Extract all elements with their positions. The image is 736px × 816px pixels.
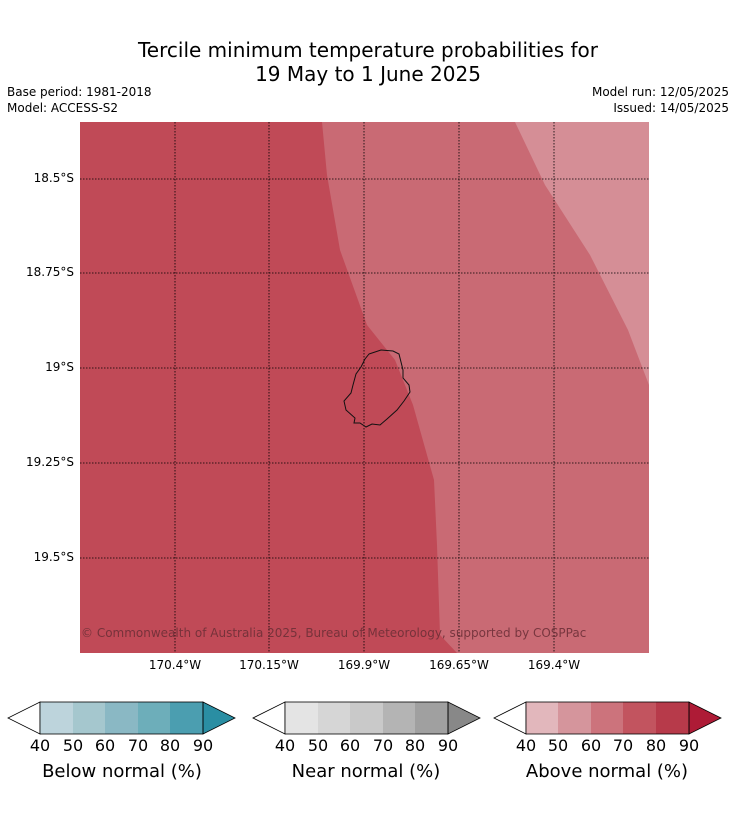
- colorbar-tick: 80: [645, 736, 667, 755]
- lat-label-18-5: 18.5°S: [33, 171, 74, 185]
- meta-left: Base period: 1981-2018 Model: ACCESS-S2: [7, 84, 152, 116]
- lon-label-169-9: 169.9°W: [337, 658, 391, 672]
- lon-label-170-15: 170.15°W: [239, 658, 299, 672]
- colorbar-above-bin: [558, 702, 591, 734]
- island-coastline: [343, 349, 411, 428]
- colorbar-tick: 70: [372, 736, 394, 755]
- title-line-2: 19 May to 1 June 2025: [255, 62, 481, 86]
- colorbar-tick: 50: [307, 736, 329, 755]
- colorbar-near: [252, 701, 481, 735]
- lon-label-169-4: 169.4°W: [527, 658, 581, 672]
- colorbar-tick: 60: [94, 736, 116, 755]
- copyright-text: © Commonwealth of Australia 2025, Bureau…: [81, 626, 586, 640]
- lat-label-18-75: 18.75°S: [26, 265, 74, 279]
- colorbar-above: [493, 701, 722, 735]
- colorbar-tick: 90: [192, 736, 214, 755]
- colorbar-below-bin: [105, 702, 138, 734]
- lat-label-19-5: 19.5°S: [33, 550, 74, 564]
- colorbar-tick: 70: [127, 736, 149, 755]
- region-above-50: [515, 122, 649, 385]
- colorbar-tick: 90: [437, 736, 459, 755]
- lat-label-19-25: 19.25°S: [26, 455, 74, 469]
- colorbar-above-label: Above normal (%): [525, 761, 689, 782]
- colorbar-below-high-extend: [202, 701, 236, 735]
- colorbar-near-bin: [415, 702, 448, 734]
- issued-date: Issued: 14/05/2025: [613, 101, 729, 115]
- meta-right: Model run: 12/05/2025 Issued: 14/05/2025: [592, 84, 729, 116]
- lon-label-170-4: 170.4°W: [148, 658, 202, 672]
- map-panel: © Commonwealth of Australia 2025, Bureau…: [80, 122, 649, 653]
- colorbar-below-low-extend: [7, 701, 41, 735]
- colorbar-above-bin: [623, 702, 656, 734]
- title-line-1: Tercile minimum temperature probabilitie…: [137, 38, 599, 62]
- gridlines: [80, 122, 649, 653]
- colorbar-tick: 40: [29, 736, 51, 755]
- model-name: Model: ACCESS-S2: [7, 101, 119, 115]
- colorbar-above-bin: [526, 702, 558, 734]
- colorbar-near-label: Near normal (%): [291, 761, 441, 782]
- colorbar-near-bin: [350, 702, 383, 734]
- colorbar-near-bin: [383, 702, 415, 734]
- base-period: Base period: 1981-2018: [7, 85, 152, 99]
- colorbar-near-low-extend: [252, 701, 286, 735]
- colorbar-below: [7, 701, 236, 735]
- colorbar-tick: 90: [678, 736, 700, 755]
- colorbar-above-bin: [656, 702, 689, 734]
- colorbar-tick: 60: [339, 736, 361, 755]
- colorbar-tick: 70: [612, 736, 634, 755]
- colorbar-near-bin: [318, 702, 350, 734]
- colorbar-below-bin: [40, 702, 73, 734]
- region-above-60: [322, 122, 649, 653]
- model-run: Model run: 12/05/2025: [591, 85, 729, 99]
- lat-label-19: 19°S: [45, 360, 74, 374]
- colorbar-below-label: Below normal (%): [42, 761, 202, 782]
- colorbar-above-bin: [591, 702, 623, 734]
- chart-title: Tercile minimum temperature probabilitie…: [0, 38, 736, 86]
- colorbar-below-bin: [170, 702, 203, 734]
- lon-label-169-65: 169.65°W: [429, 658, 489, 672]
- colorbar-above-high-extend: [688, 701, 722, 735]
- colorbar-tick: 80: [159, 736, 181, 755]
- colorbar-near-high-extend: [447, 701, 481, 735]
- colorbar-tick: 50: [547, 736, 569, 755]
- colorbar-above-low-extend: [493, 701, 527, 735]
- colorbar-tick: 50: [62, 736, 84, 755]
- colorbar-below-bin: [73, 702, 105, 734]
- colorbar-tick: 60: [580, 736, 602, 755]
- colorbar-tick: 40: [515, 736, 537, 755]
- colorbar-below-bin: [138, 702, 170, 734]
- colorbar-tick: 40: [274, 736, 296, 755]
- colorbar-tick: 80: [404, 736, 426, 755]
- colorbar-near-bin: [285, 702, 318, 734]
